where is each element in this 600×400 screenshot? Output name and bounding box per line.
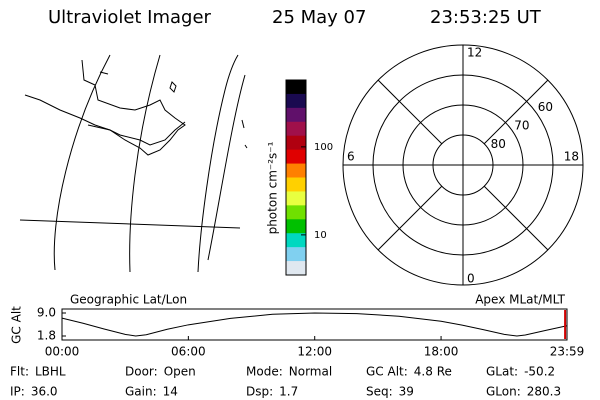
colorbar-segment [286, 121, 306, 137]
colorbar-segment [286, 93, 306, 109]
info-value: Open [164, 365, 196, 379]
colorbar-frame [285, 79, 307, 276]
meridian [207, 74, 246, 261]
meridian [129, 54, 161, 273]
x-tick-label: 06:00 [171, 345, 206, 359]
subtitle-left: Geographic Lat/Lon [70, 293, 187, 307]
colorbar-tick-label: 100 [314, 142, 333, 153]
parallel [19, 219, 241, 229]
colorbar-segment [286, 177, 306, 192]
info-label: Door: [125, 365, 158, 379]
polar-mlt-label: 0 [467, 272, 475, 286]
colorbar-label: photon cm⁻²s⁻¹ [266, 141, 280, 234]
island [241, 119, 248, 149]
map [19, 54, 248, 273]
info-label: GLat: [486, 365, 518, 379]
y-axis-label: GC Alt [10, 306, 24, 344]
info-label: Seq: [366, 385, 393, 399]
colorbar-segment [286, 191, 306, 206]
polar-ring-label: 80 [491, 137, 506, 151]
polar-spoke [483, 79, 549, 145]
x-tick-label: 12:00 [297, 345, 332, 359]
info-label: Mode: [246, 365, 283, 379]
meridian [53, 54, 111, 271]
island [169, 81, 177, 93]
y-tick-label: 1.8 [37, 329, 56, 343]
title: Ultraviolet Imager [48, 7, 212, 28]
colorbar-segment [286, 163, 306, 178]
colorbar-segment [286, 135, 306, 151]
info-value: 14 [163, 385, 178, 399]
info-label: Flt: [10, 365, 29, 379]
info-value: Normal [289, 365, 332, 379]
colorbar-segment [286, 149, 306, 165]
info-label: GLon: [486, 385, 521, 399]
colorbar-segment [286, 205, 306, 220]
polar-mlt-label: 6 [347, 150, 355, 164]
info-value: LBHL [35, 365, 66, 379]
info-label: IP: [10, 385, 25, 399]
altitude-line [61, 312, 568, 337]
colorbar-segment [286, 247, 306, 262]
polar-ring-label: 60 [538, 100, 553, 114]
info-label: Dsp: [246, 385, 273, 399]
polar-ring-label: 70 [514, 118, 529, 132]
x-tick-label: 00:00 [45, 345, 80, 359]
x-tick-label: 23:59 [550, 345, 585, 359]
info-value: 280.3 [527, 385, 561, 399]
date: 25 May 07 [272, 7, 366, 28]
info-label: GC Alt: [366, 365, 408, 379]
colorbar-segment [286, 107, 306, 123]
y-tick-label: 9.0 [37, 306, 56, 320]
subtitle-right: Apex MLat/MLT [475, 293, 565, 307]
meridian [197, 54, 239, 273]
polar-spoke [377, 79, 443, 145]
polar-spoke [483, 185, 549, 251]
x-tick-label: 18:00 [424, 345, 459, 359]
info-label: Gain: [125, 385, 157, 399]
polar-mlt-label: 12 [467, 46, 482, 60]
info-value: -50.2 [524, 365, 555, 379]
colorbar-segment [286, 80, 306, 95]
coastline [24, 59, 186, 156]
time: 23:53:25 UT [430, 7, 542, 28]
coastline [87, 121, 186, 146]
info-value: 39 [399, 385, 414, 399]
polar-spoke [377, 185, 443, 251]
colorbar-tick-label: 10 [314, 230, 327, 241]
info-value: 36.0 [31, 385, 58, 399]
colorbar-segment [286, 261, 306, 276]
info-value: 4.8 Re [414, 365, 452, 379]
colorbar-segment [286, 219, 306, 234]
polar-mlt-label: 18 [564, 150, 579, 164]
colorbar-segment [286, 233, 306, 248]
info-value: 1.7 [279, 385, 298, 399]
